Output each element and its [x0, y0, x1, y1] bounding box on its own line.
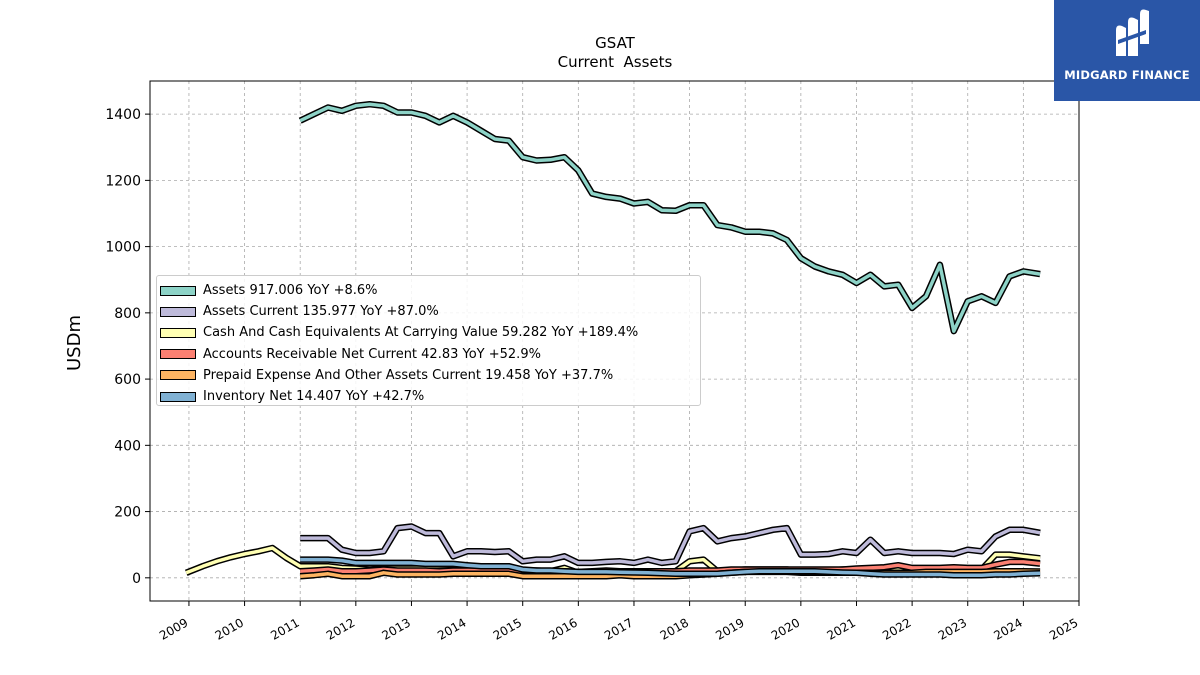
legend-item: Assets Current 135.977 YoY +87.0%	[157, 301, 700, 322]
legend-swatch	[160, 370, 196, 381]
x-tick-label: 2020	[769, 615, 802, 642]
x-tick-label: 2010	[213, 615, 246, 642]
series-1	[298, 100, 1041, 335]
y-tick-label: 1400	[105, 107, 141, 123]
x-axis: 2009 2010 2011 2012 2013 2014 2015 2016 2017 2018…	[157, 601, 1081, 643]
legend-swatch	[160, 285, 196, 296]
series-line	[299, 102, 1041, 333]
x-tick-label: 2013	[380, 615, 413, 642]
x-tick-label: 2014	[435, 615, 468, 642]
legend-swatch	[160, 349, 196, 360]
x-tick-label: 2022	[880, 615, 913, 642]
x-tick-label: 2017	[602, 615, 635, 642]
legend-swatch	[160, 327, 196, 338]
legend-label: Cash And Cash Equivalents At Carrying Va…	[203, 325, 639, 341]
logo-mark-icon	[1116, 9, 1149, 56]
chart-subtitle: Current Assets	[558, 53, 673, 71]
x-tick-label: 2024	[991, 615, 1024, 642]
legend-swatch	[160, 391, 196, 402]
legend-item: Prepaid Expense And Other Assets Current…	[157, 365, 700, 386]
series-line	[300, 524, 1041, 565]
x-tick-label: 2011	[268, 615, 301, 642]
legend-label: Assets 917.006 YoY +8.6%	[203, 283, 378, 299]
legend-label: Prepaid Expense And Other Assets Current…	[203, 367, 614, 383]
x-tick-label: 2021	[825, 615, 858, 642]
legend-label: Accounts Receivable Net Current 42.83 Yo…	[203, 346, 541, 362]
x-tick-label: 2016	[546, 615, 579, 642]
x-tick-label: 2009	[157, 615, 190, 642]
series-6	[300, 556, 1041, 579]
chart-title: GSAT	[595, 34, 636, 52]
series-2	[300, 523, 1041, 567]
logo-text: MIDGARD FINANCE	[1064, 68, 1190, 82]
series-line	[300, 557, 1041, 577]
series-layer	[184, 100, 1041, 580]
x-tick-label: 2023	[936, 615, 969, 642]
y-tick-label: 0	[132, 571, 141, 587]
x-tick-label: 2025	[1047, 615, 1080, 642]
y-tick-label: 200	[114, 505, 141, 521]
legend-swatch	[160, 306, 196, 317]
legend-label: Inventory Net 14.407 YoY +42.7%	[203, 389, 425, 405]
x-tick-label: 2018	[658, 615, 691, 642]
chart-legend: Assets 917.006 YoY +8.6% Assets Current 1…	[156, 275, 701, 406]
y-tick-label: 800	[114, 306, 141, 322]
legend-label: Assets Current 135.977 YoY +87.0%	[203, 304, 439, 320]
legend-item: Accounts Receivable Net Current 42.83 Yo…	[157, 344, 700, 365]
y-tick-label: 400	[114, 438, 141, 454]
y-tick-label: 1200	[105, 173, 141, 189]
y-tick-label: 1000	[105, 240, 141, 256]
legend-item: Assets 917.006 YoY +8.6%	[157, 280, 700, 301]
plot-frame	[149, 80, 1080, 602]
midgard-finance-logo: MIDGARD FINANCE	[1054, 0, 1200, 101]
x-tick-label: 2019	[713, 615, 746, 642]
y-tick-label: 600	[114, 372, 141, 388]
legend-item: Cash And Cash Equivalents At Carrying Va…	[157, 322, 700, 343]
x-tick-label: 2015	[491, 615, 524, 642]
x-tick-label: 2012	[324, 615, 357, 642]
y-axis-label: USDm	[64, 315, 85, 371]
legend-item: Inventory Net 14.407 YoY +42.7%	[157, 386, 700, 407]
y-axis: 0 200 400 600 800 1000 1200 1400	[105, 107, 150, 587]
